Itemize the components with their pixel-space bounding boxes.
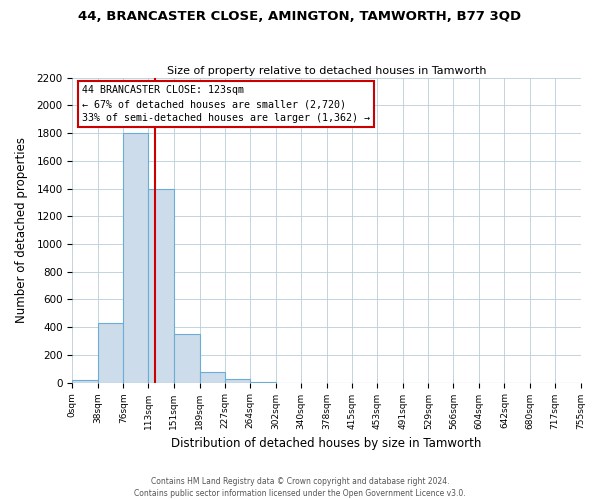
Bar — [200, 372, 225, 382]
Bar — [73, 380, 98, 382]
Bar — [98, 323, 124, 382]
Bar — [124, 133, 148, 382]
Text: Contains HM Land Registry data © Crown copyright and database right 2024.
Contai: Contains HM Land Registry data © Crown c… — [134, 476, 466, 498]
Y-axis label: Number of detached properties: Number of detached properties — [15, 137, 28, 323]
Bar — [225, 379, 250, 382]
Bar — [174, 334, 200, 382]
Bar — [148, 188, 174, 382]
X-axis label: Distribution of detached houses by size in Tamworth: Distribution of detached houses by size … — [171, 437, 482, 450]
Text: 44 BRANCASTER CLOSE: 123sqm
← 67% of detached houses are smaller (2,720)
33% of : 44 BRANCASTER CLOSE: 123sqm ← 67% of det… — [82, 86, 370, 124]
Title: Size of property relative to detached houses in Tamworth: Size of property relative to detached ho… — [167, 66, 486, 76]
Text: 44, BRANCASTER CLOSE, AMINGTON, TAMWORTH, B77 3QD: 44, BRANCASTER CLOSE, AMINGTON, TAMWORTH… — [79, 10, 521, 23]
